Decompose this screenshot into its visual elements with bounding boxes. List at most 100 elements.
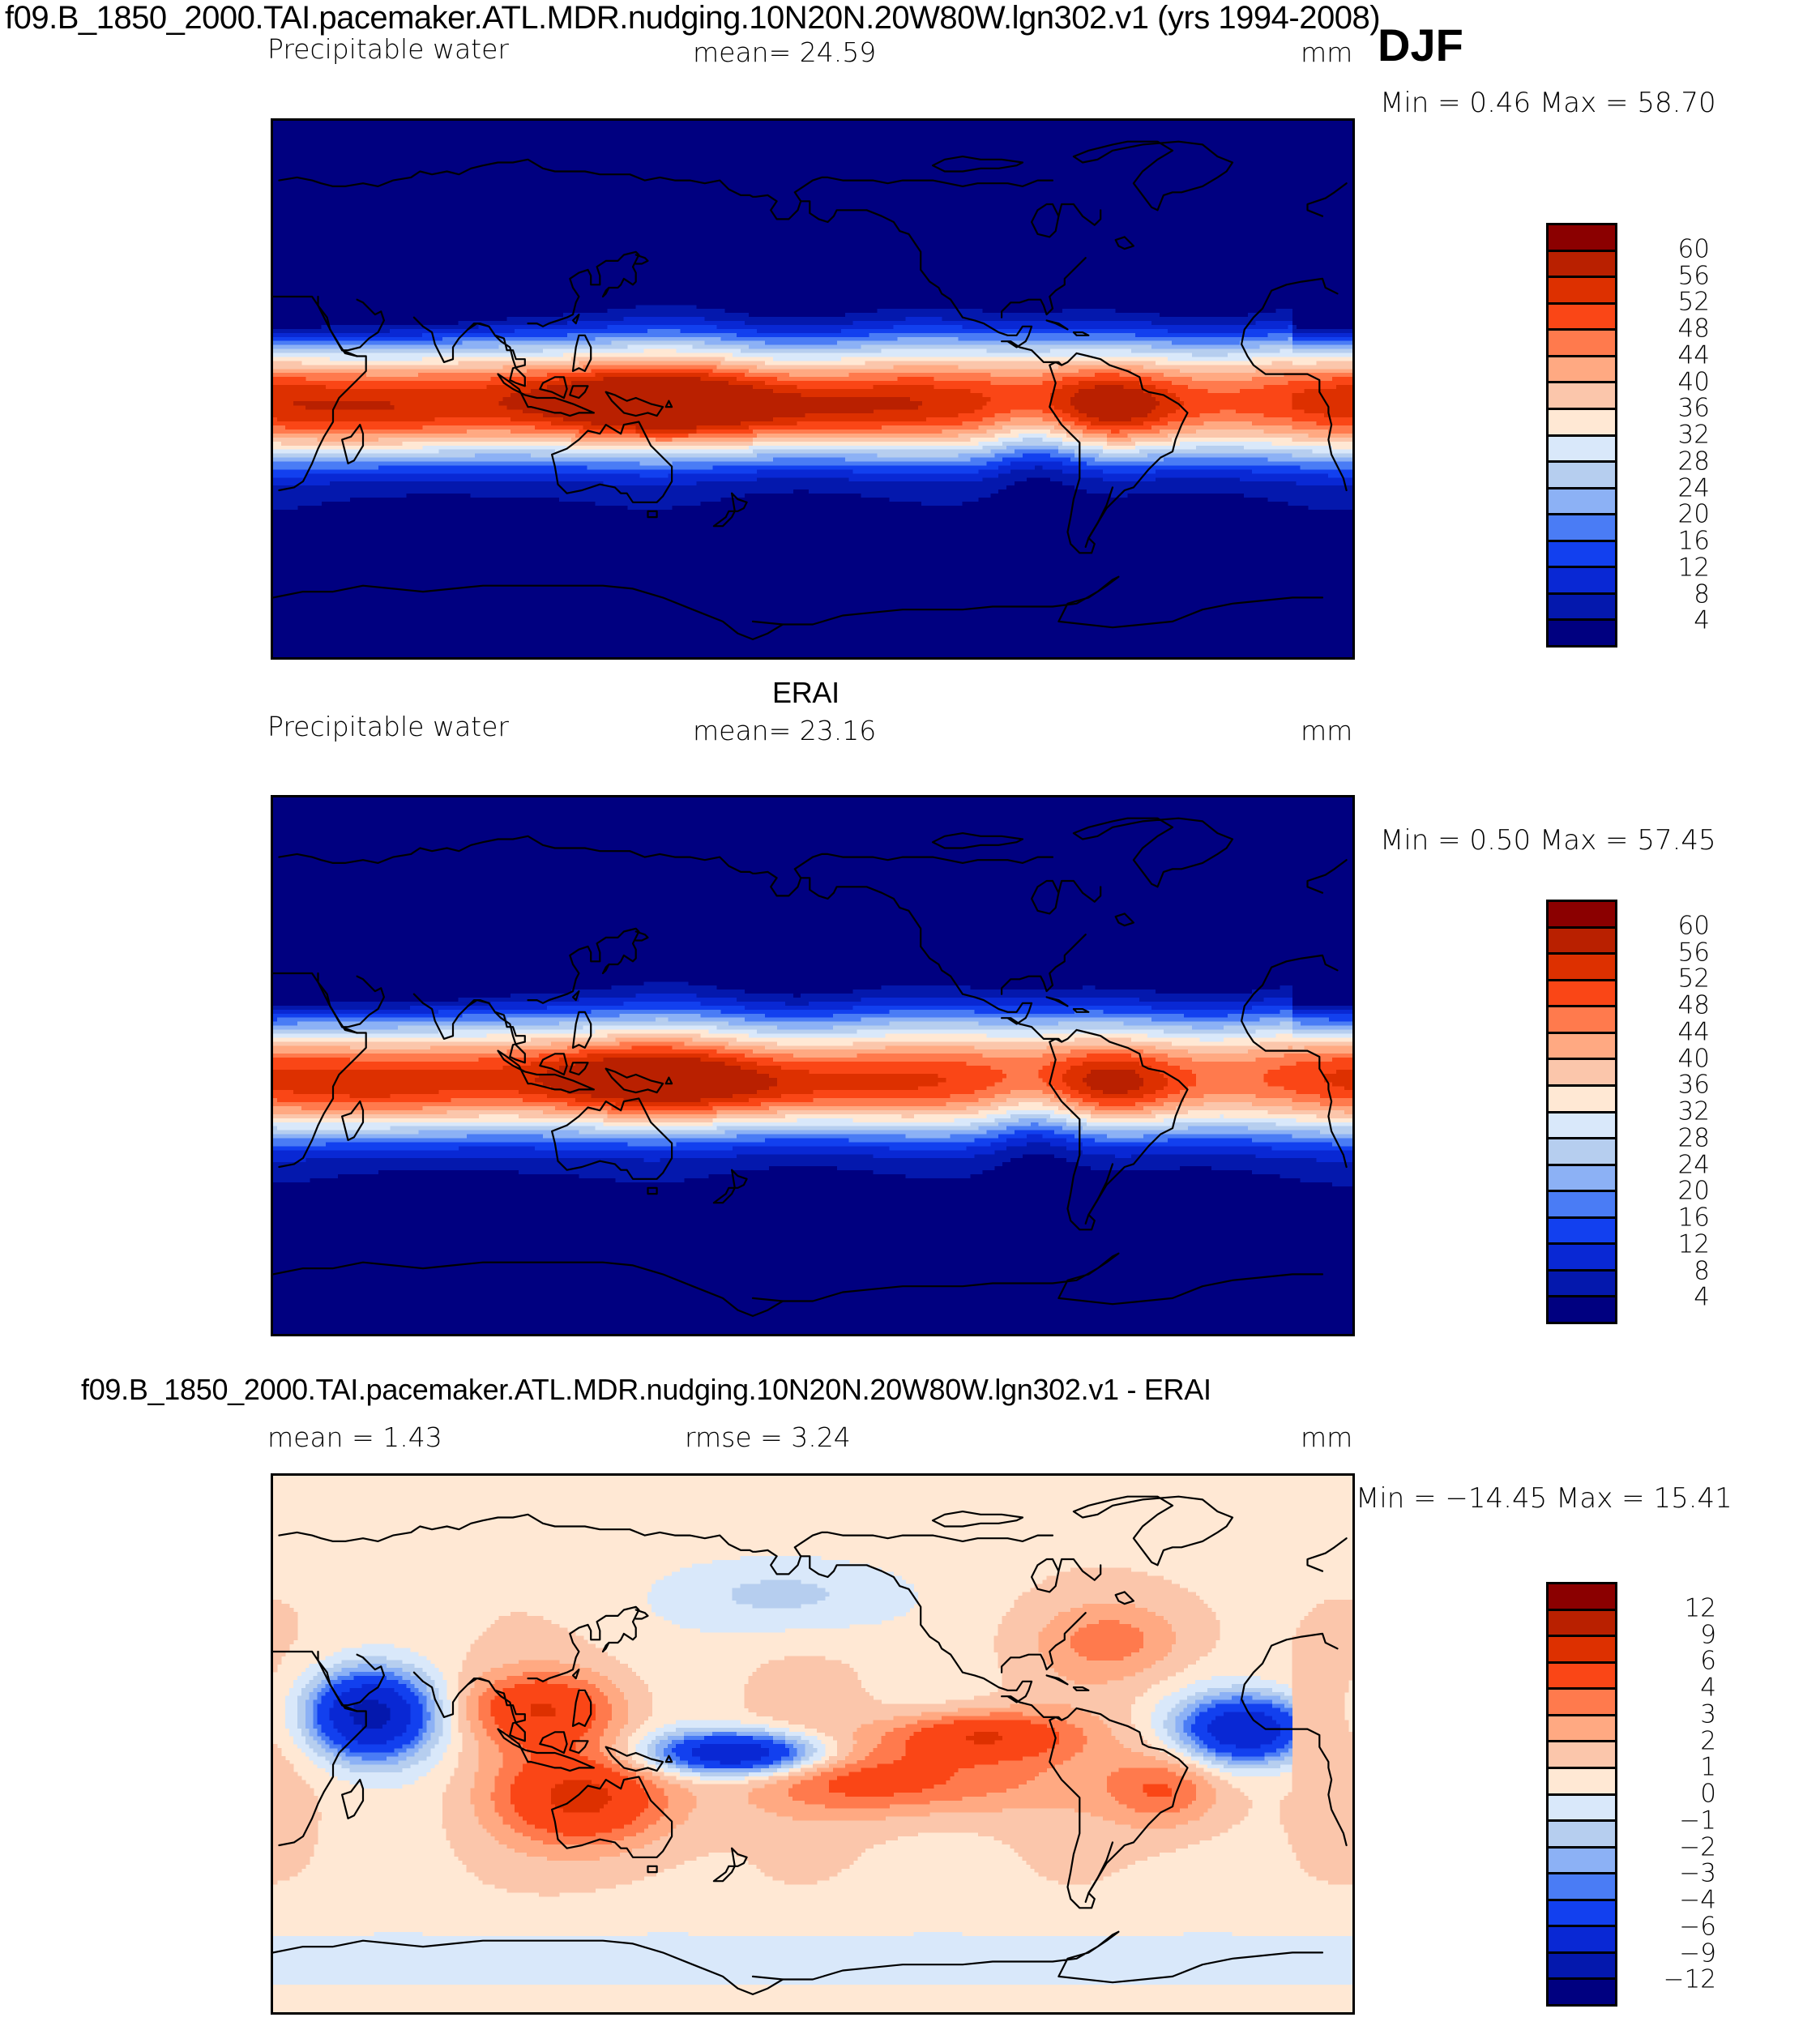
contour-band <box>490 1679 1172 1837</box>
colorbar-tick-label: 24 <box>1677 473 1710 502</box>
colorbar-tick-label: −1 <box>1679 1806 1716 1836</box>
colorbar-band <box>1549 1874 1615 1901</box>
colorbar-tick-label: −4 <box>1679 1885 1716 1915</box>
colorbar-tick-label: −9 <box>1679 1938 1716 1968</box>
map-panel-erai[interactable] <box>271 795 1355 1336</box>
colorbar-band <box>1549 409 1615 437</box>
contour-band <box>293 377 1160 430</box>
colorbar-tick-label: 8 <box>1694 1256 1710 1285</box>
map-panel-model[interactable] <box>271 118 1355 660</box>
colorbar-band <box>1549 463 1615 489</box>
contour-band <box>273 328 1352 470</box>
colorbar-band <box>1549 1165 1615 1193</box>
colorbar-tick-label: 16 <box>1677 526 1710 556</box>
colorbar-band <box>1549 1848 1615 1875</box>
colorbar-tick-label: 60 <box>1677 234 1710 264</box>
colorbar-band <box>1549 1637 1615 1664</box>
colorbar-band <box>1549 278 1615 305</box>
colorbar-band <box>1549 541 1615 569</box>
coastlines <box>273 140 1348 640</box>
colorbar-band <box>1549 225 1615 252</box>
colorbar-swatches <box>1546 900 1617 1324</box>
colorbar-band <box>1549 1953 1615 1981</box>
colorbar-band <box>1549 515 1615 542</box>
colorbar-band <box>1549 1742 1615 1769</box>
colorbar-tick-label: 4 <box>1694 1282 1710 1312</box>
colorbar-tick-label: 1 <box>1700 1752 1716 1782</box>
colorbar-tick-label: 4 <box>1694 605 1710 635</box>
colorbar-tick-label: 32 <box>1677 1096 1710 1126</box>
colorbar-band <box>1549 955 1615 981</box>
colorbar-diff <box>1546 1582 1617 2007</box>
colorbar-band <box>1549 1033 1615 1061</box>
contour-band <box>273 1025 1352 1131</box>
panel2-minmax-label: Min = 0.50 Max = 57.45 <box>1380 824 1716 857</box>
contour-band <box>273 344 1352 454</box>
colorbar-erai <box>1546 900 1617 1324</box>
colorbar-tick-label: 52 <box>1677 964 1710 994</box>
colorbar-tick-label: 20 <box>1677 1176 1710 1206</box>
contour-band <box>273 797 1352 1334</box>
colorbar-model <box>1546 223 1617 648</box>
colorbar-band <box>1549 1690 1615 1716</box>
colorbar-band <box>1549 304 1615 331</box>
colorbar-band <box>1549 928 1615 955</box>
panel3-units-label: mm <box>1301 1421 1353 1453</box>
panel2-title: ERAI <box>772 676 840 709</box>
panel3-title: f09.B_1850_2000.TAI.pacemaker.ATL.MDR.nu… <box>81 1373 1211 1406</box>
contour-band <box>478 1619 1196 1845</box>
map-panel-diff[interactable] <box>271 1473 1355 2015</box>
colorbar-band <box>1549 1584 1615 1611</box>
panel2-variable-label: Precipitable water <box>267 711 509 742</box>
contour-band <box>273 324 1352 478</box>
colorbar-tick-label: 48 <box>1677 314 1710 344</box>
contour-band <box>349 1699 391 1729</box>
colorbar-band <box>1549 331 1615 357</box>
colorbar-tick-label: −2 <box>1679 1832 1716 1861</box>
colorbar-band <box>1549 436 1615 464</box>
panel3-rmse-label: rmse = 3.24 <box>685 1421 851 1453</box>
colorbar-tick-label: 52 <box>1677 287 1710 317</box>
colorbar-band <box>1549 1245 1615 1272</box>
colorbar-tick-label: 56 <box>1677 261 1710 290</box>
colorbar-tick-label: 8 <box>1694 579 1710 609</box>
colorbar-tick-label: 32 <box>1677 420 1710 450</box>
panel1-mean-label: mean= 24.59 <box>693 36 877 68</box>
contour-band <box>273 1001 1352 1151</box>
colorbar-band <box>1549 1113 1615 1140</box>
contour-band <box>535 1058 1144 1103</box>
colorbar-tick-label: −12 <box>1663 1964 1716 1994</box>
colorbar-tick-label: 9 <box>1700 1620 1716 1649</box>
colorbar-tick-label: 36 <box>1677 1070 1710 1100</box>
panel3-mean-label: mean = 1.43 <box>267 1421 442 1453</box>
colorbar-tick-label: 4 <box>1700 1673 1716 1703</box>
colorbar-band <box>1549 1610 1615 1638</box>
colorbar-band <box>1549 1822 1615 1849</box>
colorbar-band <box>1549 1900 1615 1928</box>
colorbar-band <box>1549 1139 1615 1166</box>
colorbar-tick-label: 28 <box>1677 1123 1710 1153</box>
panel2-mean-label: mean= 23.16 <box>693 715 877 746</box>
colorbar-diff-ticks: 12 9 6 4 3 2 1 0 −1 −2 −3 −4 −6 −9 −12 <box>1621 1582 1716 2007</box>
colorbar-tick-label: 24 <box>1677 1150 1710 1179</box>
colorbar-band <box>1549 1980 1615 2004</box>
colorbar-tick-label: 56 <box>1677 938 1710 967</box>
colorbar-band <box>1549 1663 1615 1690</box>
colorbar-tick-label: 0 <box>1700 1779 1716 1809</box>
contour-band <box>273 1476 1352 2012</box>
contour-band <box>273 317 1352 486</box>
colorbar-tick-label: 20 <box>1677 499 1710 529</box>
colorbar-tick-label: 44 <box>1677 340 1710 370</box>
contour-band <box>273 365 1352 442</box>
contour-band <box>273 1029 1352 1126</box>
contour-band <box>273 994 1352 1163</box>
colorbar-band <box>1549 1192 1615 1219</box>
colorbar-band <box>1549 981 1615 1008</box>
page-title: f09.B_1850_2000.TAI.pacemaker.ATL.MDR.nu… <box>5 0 1381 36</box>
colorbar-swatches <box>1546 223 1617 648</box>
colorbar-tick-label: 40 <box>1677 367 1710 396</box>
colorbar-tick-label: 12 <box>1677 1229 1710 1259</box>
contour-band <box>297 1579 1293 1777</box>
colorbar-band <box>1549 621 1615 645</box>
contour-band <box>273 1033 1352 1122</box>
